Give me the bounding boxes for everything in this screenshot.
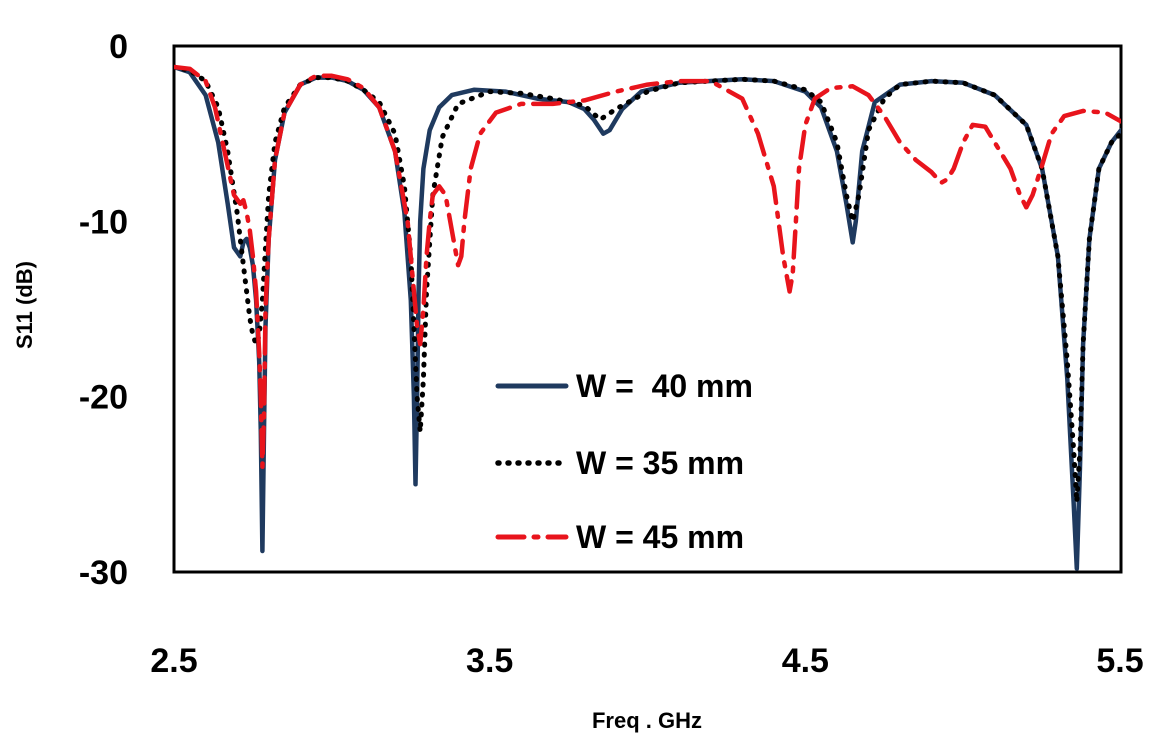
x-axis-title: Freq . GHz <box>592 708 702 733</box>
legend-label-1: W = 35 mm <box>576 445 744 481</box>
y-tick-label: -20 <box>79 379 128 417</box>
series-line-1 <box>174 64 1121 505</box>
y-tick-label: 0 <box>109 28 128 66</box>
x-tick-label: 4.5 <box>782 642 829 680</box>
y-tick-label: -10 <box>79 203 128 241</box>
y-tick-label: -30 <box>79 554 128 592</box>
y-tick-labels: 0 -10 -20 -30 <box>79 28 128 592</box>
y-axis-title: S11 (dB) <box>12 261 37 349</box>
x-tick-label: 5.5 <box>1096 642 1143 680</box>
legend-label-0: W = 40 mm <box>576 368 753 404</box>
series-line-2 <box>174 64 1121 470</box>
x-tick-label: 3.5 <box>466 642 513 680</box>
plot-area-frame <box>172 44 1123 574</box>
legend: W = 40 mm W = 35 mm W = 45 mm <box>495 368 753 555</box>
x-tick-label: 2.5 <box>150 642 197 680</box>
x-tick-labels: 2.5 3.5 4.5 5.5 <box>150 642 1143 680</box>
series-layer <box>174 64 1121 571</box>
legend-label-2: W = 45 mm <box>576 519 744 555</box>
